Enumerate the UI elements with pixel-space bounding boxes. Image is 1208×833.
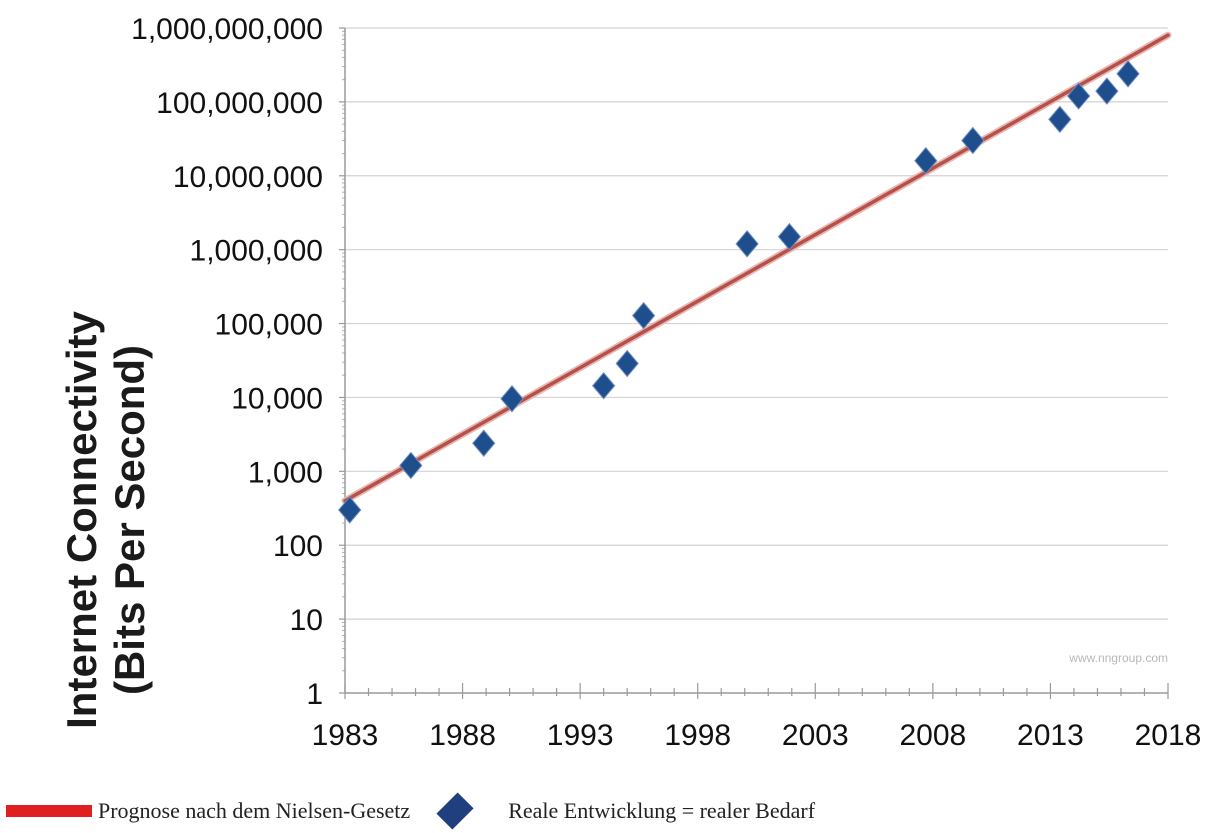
axes <box>339 27 1169 699</box>
data-point <box>615 349 639 378</box>
x-tick-label: 2013 <box>1017 719 1084 752</box>
x-tick-label: 1998 <box>664 719 731 752</box>
y-tick-label: 1,000 <box>248 456 323 489</box>
y-tick-label: 1 <box>306 678 323 711</box>
legend-line-swatch <box>6 804 92 817</box>
data-point <box>1116 60 1140 88</box>
data-point <box>961 126 985 155</box>
watermark: www.nngroup.com <box>1068 651 1168 665</box>
trend-line <box>343 33 1170 503</box>
data-point <box>399 451 423 480</box>
x-tick-label: 2008 <box>899 719 966 752</box>
y-tick-labels: 1 10 100 1,000 10,000 100,000 1,000,000 10,000,… <box>131 13 323 711</box>
data-point <box>1095 77 1119 105</box>
legend: Prognose nach dem Nielsen-Gesetz Reale E… <box>0 788 1208 833</box>
y-axis-title-line-1: Internet Connectivity <box>58 311 105 729</box>
data-point <box>914 146 938 175</box>
x-tick-labels: 1983 1988 1993 1998 2003 2008 2013 2018 <box>312 719 1202 752</box>
x-tick-label: 1988 <box>429 719 496 752</box>
y-tick-label: 100,000 <box>215 309 323 342</box>
y-tick-label: 10,000 <box>231 382 323 415</box>
data-point <box>631 301 656 330</box>
y-tick-label: 1,000,000,000 <box>131 13 323 46</box>
y-tick-label: 1,000,000 <box>190 235 323 268</box>
series-layer <box>338 31 1172 524</box>
x-tick-label: 1983 <box>312 719 379 752</box>
y-tick-label: 100 <box>273 530 323 563</box>
data-point <box>777 222 802 251</box>
grid-lines <box>345 27 1168 620</box>
data-point <box>472 429 496 458</box>
y-tick-label: 10 <box>290 604 323 637</box>
y-axis-title-line-2: (Bits Per Second) <box>106 345 153 695</box>
legend-line-label: Prognose nach dem Nielsen-Gesetz <box>98 797 411 823</box>
legend-diamond-icon <box>436 791 474 830</box>
data-point <box>592 371 616 400</box>
legend-marker-label: Reale Entwicklung = realer Bedarf <box>508 797 816 823</box>
x-tick-label: 2003 <box>782 719 849 752</box>
data-point <box>1066 82 1091 110</box>
y-tick-label: 100,000,000 <box>156 87 323 120</box>
data-point <box>735 230 759 258</box>
data-point <box>338 496 362 524</box>
x-tick-label: 1993 <box>547 719 614 752</box>
data-point <box>1048 105 1072 134</box>
y-tick-label: 10,000,000 <box>173 161 323 194</box>
data-point <box>500 384 524 413</box>
x-tick-label: 2018 <box>1135 719 1202 752</box>
